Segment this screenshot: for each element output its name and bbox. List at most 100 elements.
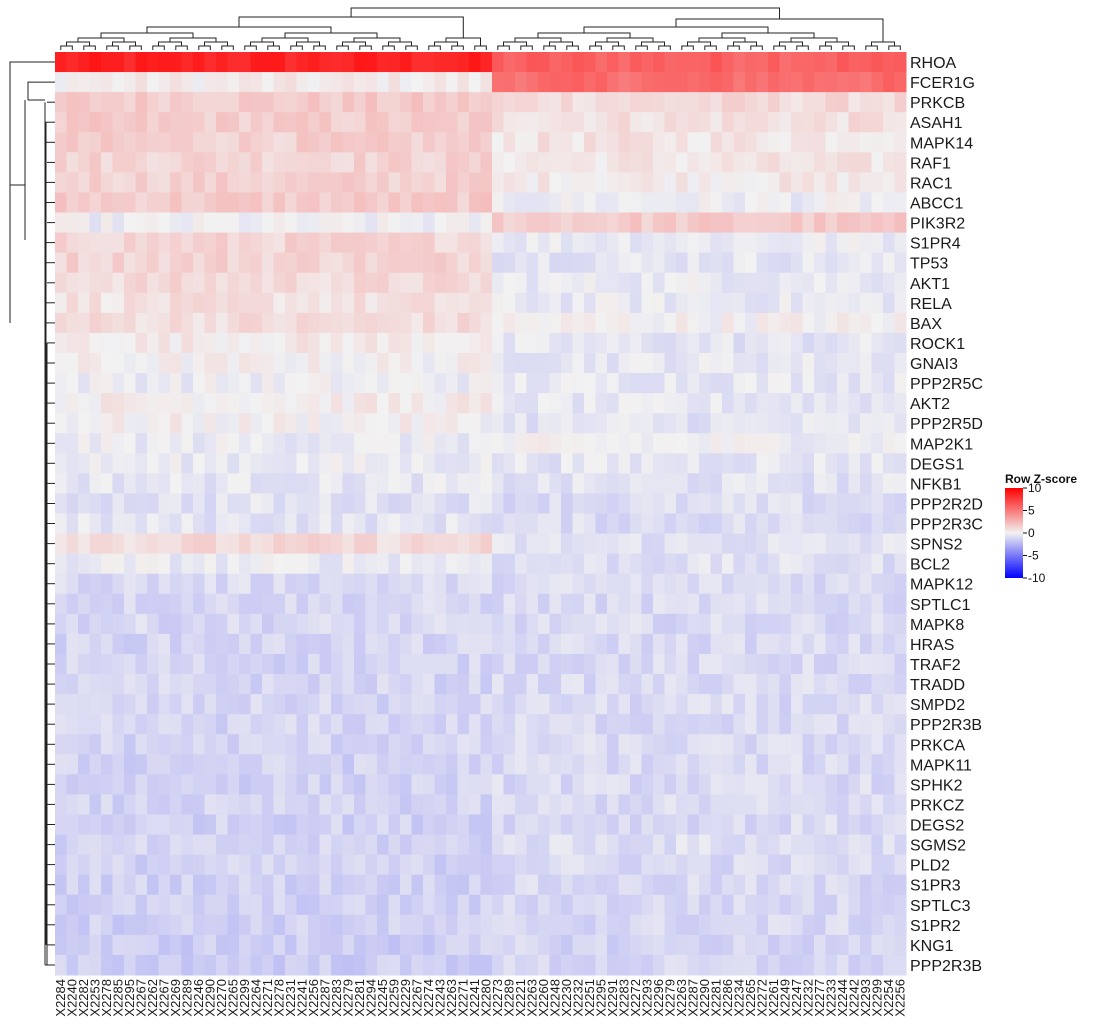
- heatmap-cell: [595, 292, 608, 314]
- heatmap-cell: [204, 854, 217, 876]
- heatmap-cell: [89, 312, 102, 334]
- heatmap-cell: [745, 493, 757, 514]
- heatmap-cell: [561, 954, 573, 976]
- heatmap-cell: [446, 373, 458, 394]
- heatmap-cell: [193, 834, 205, 856]
- heatmap-cell: [285, 613, 297, 635]
- heatmap-cell: [802, 774, 815, 795]
- heatmap-cell: [158, 413, 171, 434]
- heatmap-cell: [745, 633, 757, 655]
- heatmap-cell: [871, 834, 884, 856]
- row-label: TRAF2: [910, 657, 961, 674]
- heatmap-cell: [526, 573, 539, 595]
- column-label: X2281: [708, 979, 723, 1017]
- heatmap-cell: [170, 573, 182, 595]
- heatmap-cell: [285, 152, 297, 173]
- heatmap-cell: [779, 373, 792, 394]
- heatmap-cell: [239, 694, 251, 715]
- heatmap-cell: [779, 794, 792, 815]
- heatmap-cell: [687, 553, 700, 575]
- heatmap-cell: [101, 774, 113, 795]
- heatmap-cell: [549, 513, 562, 535]
- heatmap-cell: [308, 252, 320, 274]
- heatmap-cell: [423, 292, 435, 314]
- heatmap-cell: [492, 72, 504, 93]
- heatmap-cell: [147, 814, 159, 836]
- heatmap-cell: [400, 674, 412, 695]
- heatmap-cell: [66, 533, 79, 555]
- row-label: PPP2R3C: [910, 517, 983, 534]
- heatmap-cell: [227, 734, 240, 755]
- heatmap-cell: [664, 954, 677, 976]
- heatmap-cell: [434, 573, 447, 595]
- heatmap-cell: [227, 593, 240, 615]
- heatmap-cell: [710, 694, 723, 715]
- heatmap-cell: [492, 513, 504, 535]
- heatmap-cell: [101, 874, 113, 896]
- heatmap-cell: [331, 373, 343, 394]
- heatmap-cell: [101, 212, 113, 234]
- heatmap-cell: [526, 854, 539, 876]
- heatmap-cell: [112, 553, 125, 575]
- column-label: X2287: [685, 979, 700, 1017]
- heatmap-cell: [768, 653, 780, 675]
- heatmap-cell: [250, 92, 263, 113]
- heatmap-cell: [653, 934, 665, 956]
- heatmap-cell: [848, 393, 861, 414]
- heatmap-cell: [756, 774, 769, 795]
- dendrogram-branch: [733, 41, 757, 46]
- heatmap-cell: [814, 653, 826, 675]
- heatmap-cell: [676, 473, 688, 494]
- row-label: ABCC1: [910, 196, 963, 213]
- heatmap-cell: [262, 92, 274, 113]
- heatmap-cell: [158, 774, 171, 795]
- heatmap-cell: [158, 132, 171, 153]
- heatmap-cell: [250, 172, 263, 193]
- column-label: X2233: [823, 979, 838, 1017]
- heatmap-cell: [319, 332, 332, 354]
- heatmap-cell: [699, 513, 711, 535]
- heatmap-cell: [710, 573, 723, 595]
- heatmap-cell: [181, 794, 194, 815]
- heatmap-cell: [791, 172, 803, 193]
- heatmap-cell: [66, 52, 79, 73]
- heatmap-cell: [825, 754, 838, 775]
- heatmap-cell: [894, 72, 907, 93]
- heatmap-cell: [480, 694, 493, 715]
- row-label: BCL2: [910, 557, 950, 574]
- heatmap-cell: [434, 694, 447, 715]
- heatmap-cell: [89, 332, 102, 354]
- heatmap-cell: [618, 332, 631, 354]
- heatmap-cell: [641, 593, 654, 615]
- heatmap-cell: [630, 513, 642, 535]
- heatmap-cell: [147, 332, 159, 354]
- heatmap-cell: [768, 593, 780, 615]
- heatmap-cell: [653, 192, 665, 214]
- heatmap-cell: [273, 774, 286, 795]
- heatmap-cell: [883, 312, 895, 334]
- heatmap-cell: [883, 714, 895, 735]
- heatmap-cell: [469, 52, 481, 73]
- heatmap-cell: [561, 674, 573, 695]
- heatmap-cell: [204, 774, 217, 795]
- heatmap-cell: [319, 112, 332, 133]
- heatmap-cell: [170, 433, 182, 454]
- heatmap-cell: [400, 774, 412, 795]
- heatmap-cell: [745, 914, 757, 936]
- heatmap-cell: [239, 232, 251, 254]
- heatmap-cell: [319, 413, 332, 434]
- heatmap-cell: [733, 292, 746, 314]
- heatmap-cell: [331, 152, 343, 173]
- heatmap-cell: [250, 894, 263, 916]
- heatmap-cell: [618, 553, 631, 575]
- column-label: X2265: [225, 979, 240, 1017]
- heatmap-cell: [66, 453, 79, 474]
- dendrogram-branch: [428, 45, 441, 50]
- heatmap-cell: [825, 112, 838, 133]
- heatmap-cell: [434, 252, 447, 274]
- heatmap-cell: [365, 433, 378, 454]
- heatmap-cell: [768, 433, 780, 454]
- heatmap-cell: [733, 934, 746, 956]
- heatmap-cell: [457, 633, 470, 655]
- heatmap-cell: [446, 152, 458, 173]
